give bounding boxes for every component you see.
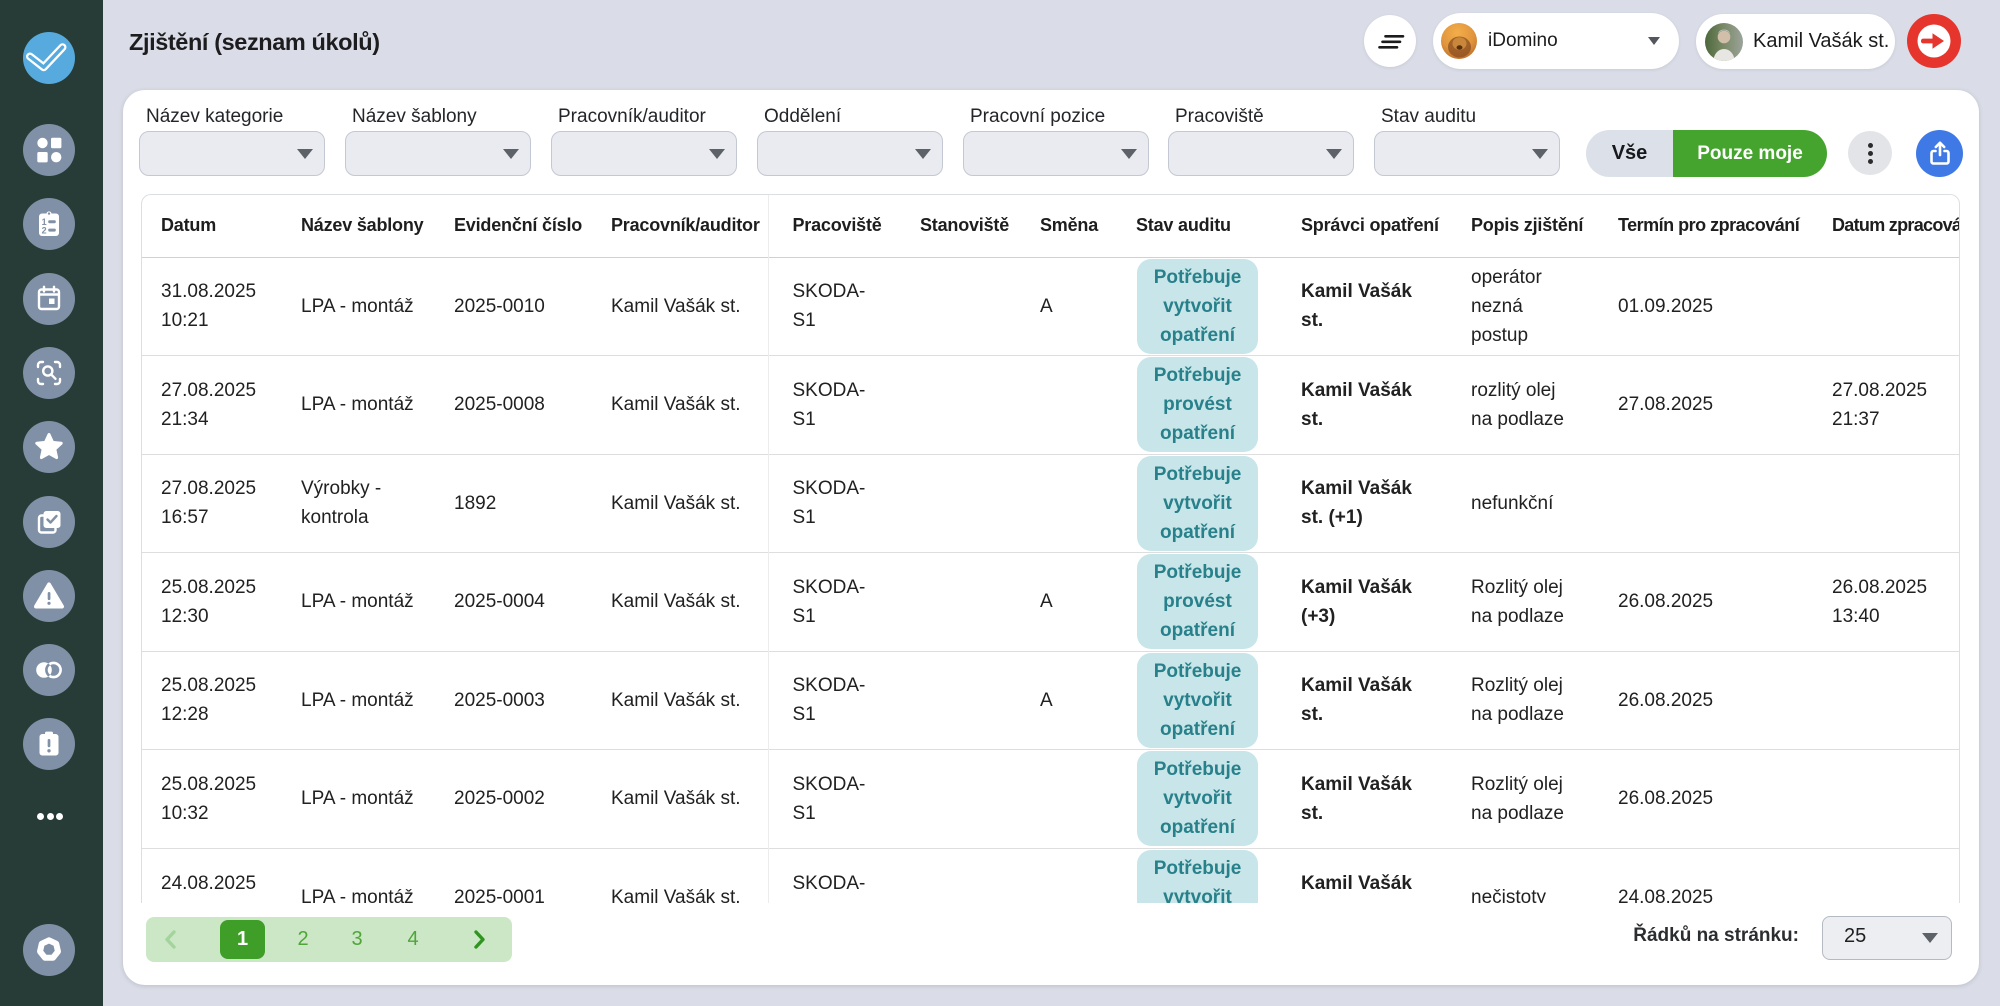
svg-text:1: 1 [42, 217, 47, 227]
svg-text:2: 2 [42, 226, 47, 236]
